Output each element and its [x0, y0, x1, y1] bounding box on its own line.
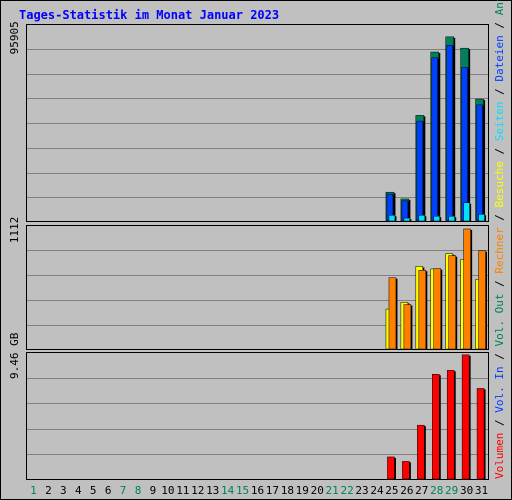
- legend-separator: /: [493, 82, 506, 102]
- scale-label: 95905: [8, 21, 21, 54]
- legend-seiten: Seiten: [493, 101, 506, 141]
- panel-border: [26, 352, 489, 480]
- day-label: 28: [430, 484, 443, 497]
- day-label: 27: [415, 484, 428, 497]
- bar-rechner: [463, 228, 471, 350]
- legend-separator: /: [493, 347, 506, 367]
- bar-volumen: [476, 388, 485, 480]
- day-label: 29: [445, 484, 458, 497]
- day-label: 7: [120, 484, 127, 497]
- day-label: 15: [236, 484, 249, 497]
- day-label: 13: [206, 484, 219, 497]
- bar-seiten: [448, 215, 455, 222]
- legend-vol_in: Vol. In: [493, 366, 506, 412]
- legend-volumen: Volumen: [493, 433, 506, 479]
- legend-separator: /: [493, 15, 506, 35]
- day-label: 16: [251, 484, 264, 497]
- bar-rechner: [418, 269, 427, 350]
- legend-vertical: Volumen / Vol. In / Vol. Out / Rechner /…: [493, 0, 506, 479]
- day-label: 11: [176, 484, 189, 497]
- bar-seiten: [433, 215, 441, 222]
- day-label: 18: [281, 484, 294, 497]
- bar-dateien: [476, 104, 483, 222]
- bar-seiten: [463, 202, 470, 222]
- legend-separator: /: [493, 274, 506, 294]
- bar-rechner: [403, 304, 412, 350]
- day-label: 21: [326, 484, 339, 497]
- day-label: 5: [90, 484, 97, 497]
- day-label: 9: [150, 484, 157, 497]
- day-label: 25: [385, 484, 398, 497]
- bar-rechner: [433, 268, 442, 350]
- day-label: 14: [221, 484, 235, 497]
- bar-seiten: [388, 214, 396, 222]
- bar-dateien: [431, 57, 439, 222]
- bar-volumen: [446, 370, 455, 480]
- bar-rechner: [478, 250, 486, 350]
- day-label: 6: [105, 484, 112, 497]
- bar-rechner: [448, 255, 456, 350]
- day-label: 19: [296, 484, 309, 497]
- day-label: 17: [266, 484, 279, 497]
- day-label: 23: [355, 484, 368, 497]
- bar-dateien: [461, 67, 468, 222]
- legend-separator: /: [493, 413, 506, 433]
- day-label: 12: [191, 484, 204, 497]
- scale-label: 9.46 GB: [8, 332, 21, 379]
- bar-dateien: [446, 45, 453, 222]
- bar-dateien: [416, 120, 424, 222]
- day-label: 22: [340, 484, 353, 497]
- day-label: 24: [370, 484, 384, 497]
- bar-seiten: [478, 214, 485, 222]
- scale-label: 1112: [8, 217, 21, 244]
- bar-volumen: [417, 424, 425, 480]
- day-label: 1: [30, 484, 37, 497]
- day-label: 10: [161, 484, 174, 497]
- day-label: 2: [45, 484, 52, 497]
- bar-volumen: [402, 461, 410, 480]
- legend-dateien: Dateien: [493, 35, 506, 81]
- bar-volumen: [461, 354, 470, 480]
- day-label: 31: [475, 484, 488, 497]
- panel-background: [26, 352, 489, 480]
- bar-seiten: [418, 214, 426, 222]
- panel-border: [26, 24, 489, 222]
- legend-besuche: Besuche: [493, 161, 506, 207]
- bar-volumen: [432, 374, 440, 480]
- day-label: 30: [460, 484, 473, 497]
- legend-separator: /: [493, 141, 506, 161]
- legend-anfragen: Anfragen: [493, 0, 506, 15]
- bar-seiten: [403, 217, 411, 222]
- legend-separator: /: [493, 207, 506, 227]
- panel-border: [26, 225, 489, 350]
- bar-rechner: [388, 277, 397, 350]
- day-label: 26: [400, 484, 413, 497]
- day-label: 20: [311, 484, 324, 497]
- bar-volumen: [387, 456, 395, 480]
- legend-vol_out: Vol. Out: [493, 294, 506, 347]
- day-label: 3: [60, 484, 67, 497]
- day-label: 8: [135, 484, 142, 497]
- day-label: 4: [75, 484, 82, 497]
- legend-rechner: Rechner: [493, 227, 506, 274]
- chart-title: Tages-Statistik im Monat Januar 2023: [19, 8, 280, 22]
